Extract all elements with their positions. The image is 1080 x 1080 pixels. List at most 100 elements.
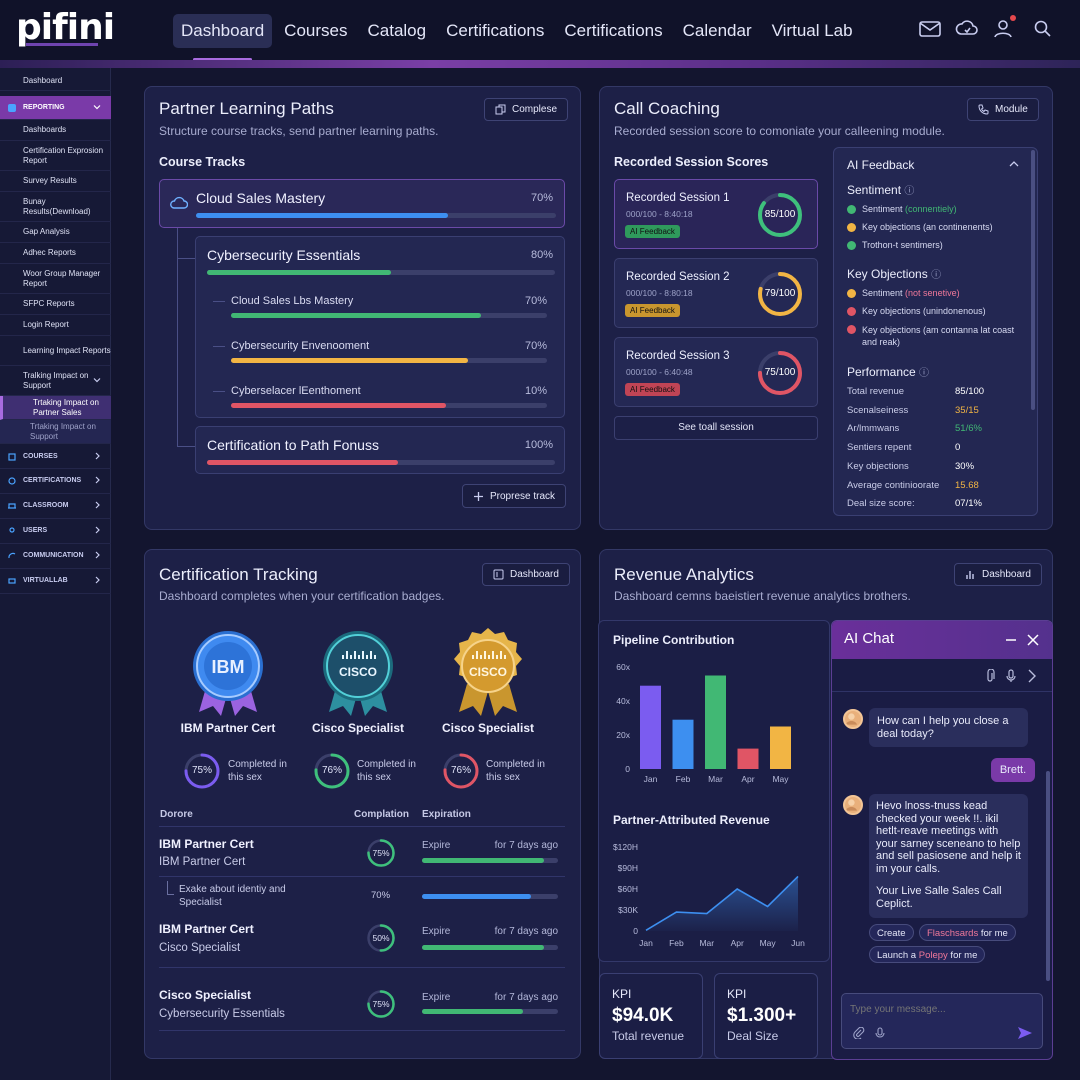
chevron-up-icon[interactable] — [1009, 160, 1019, 168]
sub-track[interactable]: Cybersecurity Envenooment 70% — [213, 332, 551, 370]
column-header[interactable]: Expiration — [422, 809, 471, 820]
sidebar-item-dashboards[interactable]: Dashboards — [0, 120, 111, 141]
sidebar-item-label: Gap Analysis — [23, 227, 70, 236]
sidebar-item-login-report[interactable]: Login Report — [0, 315, 111, 336]
sidebar-item-label: Learning Impact Reports — [23, 345, 111, 355]
ai-feedback-tag[interactable]: AI Feedback — [625, 304, 680, 317]
sidebar-item-gap-analysis[interactable]: Gap Analysis — [0, 222, 111, 243]
sidebar-item-survey-download[interactable]: Bunay Results(Dewnload) — [0, 192, 111, 222]
suggestion-chip-create[interactable]: Create — [869, 924, 914, 941]
status-dot-icon — [847, 241, 856, 250]
chat-input-box[interactable] — [841, 993, 1043, 1049]
sidebar-section-communication[interactable]: COMMUNICATION — [0, 544, 111, 569]
sidebar-item-label: COMMUNICATION — [23, 552, 84, 559]
sidebar-section-classroom[interactable]: CLASSROOM — [0, 494, 111, 519]
complete-button[interactable]: Complese — [484, 98, 569, 121]
sidebar-item-sfpc-reports[interactable]: SFPC Reports — [0, 294, 111, 315]
send-icon[interactable] — [1017, 1025, 1033, 1041]
progress-fill — [422, 1009, 523, 1014]
mail-icon[interactable] — [917, 16, 943, 42]
sidebar-item-impact-partner-sales[interactable]: Trtaking Impact on Partner Sales — [0, 396, 111, 420]
sidebar-section-reporting[interactable]: REPORTING — [0, 96, 111, 120]
paperclip-icon[interactable] — [853, 1027, 865, 1039]
bar — [770, 726, 791, 769]
see-all-sessions-button[interactable]: See toall session — [614, 416, 818, 440]
sidebar-item-dashboard[interactable]: Dashboard — [0, 72, 111, 91]
sidebar-item-impact-support-sub[interactable]: Trtaking Impact on Support — [0, 420, 111, 444]
attach-icon[interactable] — [984, 669, 996, 683]
expiration-bar — [422, 858, 558, 863]
table-row[interactable]: Exake about identiy and Specialist 70% — [159, 877, 565, 918]
sub-track-progress-bar — [231, 358, 547, 363]
nav-tab-catalog[interactable]: Catalog — [367, 21, 427, 40]
session-score: 000/100 - 8:80:18 — [626, 288, 693, 298]
sub-track[interactable]: Cloud Sales Lbs Mastery 70% — [213, 287, 551, 325]
cloud-sync-icon[interactable] — [954, 16, 980, 42]
close-icon[interactable] — [1027, 634, 1039, 646]
progress-fill — [231, 313, 481, 318]
chat-message-input[interactable] — [850, 1001, 1020, 1017]
cert-dashboard-button[interactable]: Dashboard — [482, 563, 570, 586]
nav-tab-virtual-lab[interactable]: Virtual Lab — [771, 21, 853, 40]
brand-logo[interactable]: pifini — [16, 7, 115, 48]
session-score-ring — [758, 193, 802, 237]
badge-name: IBM Partner Cert — [180, 721, 276, 735]
revenue-dashboard-button[interactable]: Dashboard — [954, 563, 1042, 586]
sub-track[interactable]: Cyberselacer lEenthoment 10% — [213, 377, 551, 415]
recorded-session-card[interactable]: Recorded Session 2 000/100 - 8:80:18 AI … — [614, 258, 818, 328]
y-tick-label: $90H — [618, 863, 638, 873]
table-row[interactable]: Cisco Specialist Cybersecurity Essential… — [159, 976, 565, 1031]
course-track[interactable]: Cybersecurity Essentials 80% — [195, 236, 565, 418]
cisco-badge-icon: CISCO — [323, 631, 393, 716]
course-track[interactable]: Certification to Path Fonuss 100% — [195, 426, 565, 474]
recorded-session-card[interactable]: Recorded Session 3 000/100 - 6:40:48 AI … — [614, 337, 818, 407]
sidebar-item-group-manager-report[interactable]: Woor Group Manager Report — [0, 264, 111, 294]
table-row[interactable]: IBM Partner Cert Cisco Specialist 50% Ex… — [159, 918, 565, 968]
recorded-session-card[interactable]: Recorded Session 1 000/100 - 8:40:18 AI … — [614, 179, 818, 249]
chevron-right-icon[interactable] — [1027, 669, 1037, 683]
column-header[interactable]: Dorore — [160, 809, 193, 820]
sidebar-item-survey-results[interactable]: Survey Results — [0, 171, 111, 192]
sidebar-section-users[interactable]: USERS — [0, 519, 111, 544]
nav-tab-certifications-2[interactable]: Certifications — [564, 21, 663, 40]
sidebar-item-adhoc-reports[interactable]: Adhec Reports — [0, 243, 111, 264]
minimize-icon[interactable] — [1005, 634, 1017, 646]
notification-dot — [1010, 15, 1016, 21]
nav-tab-certifications[interactable]: Certifications — [446, 21, 545, 40]
ring-progress — [758, 272, 802, 316]
microphone-icon[interactable] — [1006, 669, 1016, 683]
completion-ring: 75% — [366, 989, 396, 1019]
module-button[interactable]: Module — [967, 98, 1039, 121]
session-ring-label: 85/100 — [764, 209, 796, 220]
sidebar-item-impact-support[interactable]: Tralking Impact on Support — [0, 366, 111, 396]
button-label: Module — [995, 104, 1028, 115]
sidebar-item-label: Dashboards — [23, 125, 67, 134]
sidebar-section-virtuallab[interactable]: VIRTUALLAB — [0, 569, 111, 594]
feedback-scrollbar[interactable] — [1031, 150, 1035, 410]
table-row[interactable]: IBM Partner Cert IBM Partner Cert 75% Ex… — [159, 827, 565, 877]
microphone-icon[interactable] — [875, 1027, 885, 1039]
sidebar-section-courses[interactable]: COURSES — [0, 445, 111, 469]
nav-tab-courses[interactable]: Courses — [284, 21, 348, 40]
user-icon[interactable] — [990, 16, 1016, 42]
card-subtitle: Dashboard cemns baeistiert revenue analy… — [614, 589, 911, 603]
sidebar-item-label: CERTIFICATIONS — [23, 477, 82, 484]
ai-feedback-tag[interactable]: AI Feedback — [625, 225, 680, 238]
propose-track-button[interactable]: Proprese track — [462, 484, 567, 508]
performance-row: Sentiers repent 0 — [847, 442, 997, 456]
nav-tab-calendar[interactable]: Calendar — [682, 21, 752, 40]
column-header[interactable]: Complation — [354, 809, 409, 820]
sidebar-item-learning-impact[interactable]: Learning Impact Reports — [0, 336, 111, 366]
search-icon[interactable] — [1030, 16, 1056, 42]
course-track[interactable]: Cloud Sales Mastery 70% — [159, 179, 565, 228]
sidebar-section-certifications[interactable]: CERTIFICATIONS — [0, 469, 111, 494]
chat-scrollbar[interactable] — [1046, 771, 1050, 981]
suggestion-chip-launch[interactable]: Launch a Polepy for me — [869, 946, 986, 963]
sidebar-item-certification-report[interactable]: Certification Exprosion Report — [0, 141, 111, 171]
progress-label: 75% — [372, 848, 390, 858]
ai-feedback-tag[interactable]: AI Feedback — [625, 383, 680, 396]
nav-tab-dashboard[interactable]: Dashboard — [173, 14, 273, 61]
suggestion-chip-flashcards[interactable]: Flaschsards for me — [919, 924, 1016, 941]
expire-label: Expire — [422, 840, 451, 851]
completion-label: Completed in this sex — [228, 759, 287, 783]
